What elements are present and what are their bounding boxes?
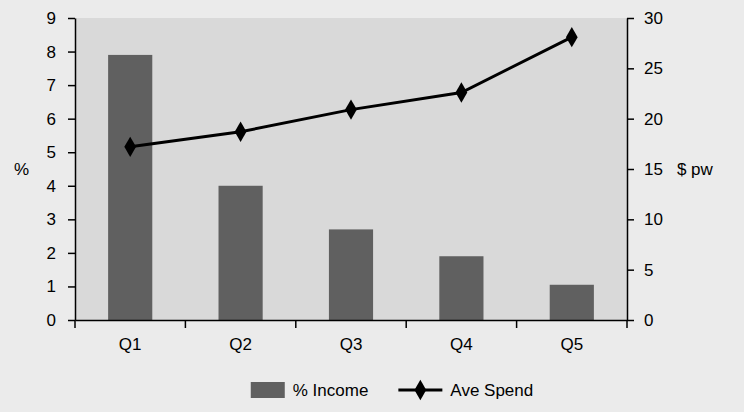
tick-label: 5 [644,261,653,280]
tick: 6 [47,110,75,129]
marker [456,82,468,102]
tick-mark [627,320,634,322]
tick: 15 [627,160,663,179]
axis-line [75,19,77,321]
category-divider [295,320,297,328]
tick-label: 25 [644,59,663,78]
tick-label: 9 [47,9,56,28]
category-divider [626,320,628,328]
tick-mark [68,320,75,322]
x-axis: Q1 Q2 Q3 Q4 Q5 [76,321,628,355]
line [130,37,572,147]
tick-label: 30 [644,9,663,28]
bar [108,55,152,320]
tick-label: 15 [644,160,663,179]
tick-mark [627,219,634,221]
bar [219,186,263,320]
tick-mark [68,219,75,221]
tick-label: 4 [47,177,56,196]
bar [550,285,594,320]
legend-label: Ave Spend [450,381,533,400]
tick: Q4 [450,335,473,354]
tick: 0 [47,311,75,330]
tick-mark [627,118,634,120]
tick: 0 [627,311,653,330]
tick-label: 2 [47,244,56,263]
axis-title: $ pw [677,160,714,179]
tick: 25 [627,59,663,78]
y-axis: 0 1 2 3 4 5 6 7 8 9 [47,9,76,330]
legend: % Income Ave Spend [251,380,533,400]
tick-label: Q4 [450,335,473,354]
tick: Q3 [340,335,363,354]
tick: 10 [627,210,663,229]
tick: Q5 [560,335,583,354]
background [0,0,744,412]
tick-label: 1 [47,277,56,296]
tick-mark [68,51,75,53]
tick: Q2 [229,335,252,354]
tick: 1 [47,277,75,296]
legend-label: % Income [293,381,369,400]
tick: 5 [47,143,75,162]
category-divider [405,320,407,328]
tick-mark [627,18,634,20]
tick-label: 10 [644,210,663,229]
tick: 8 [47,42,75,61]
category-divider [74,320,76,328]
tick-label: Q5 [560,335,583,354]
tick-mark [68,286,75,288]
tick-label: 8 [47,42,56,61]
tick: 4 [47,177,75,196]
tick-mark [68,85,75,87]
marker [124,137,136,157]
tick-label: 5 [47,143,56,162]
tick-label: Q3 [340,335,363,354]
axis-line [76,320,628,322]
legend-item: % Income [251,381,369,400]
tick-mark [627,269,634,271]
legend-swatch [251,382,285,398]
tick: 30 [627,9,663,28]
marker [566,27,578,47]
plot-area [75,18,627,320]
axis-title: % [14,160,29,179]
tick: 5 [627,261,653,280]
tick: 20 [627,110,663,129]
tick-label: Q1 [119,335,142,354]
tick-mark [68,186,75,188]
bar [439,256,483,320]
category-divider [185,320,187,328]
tick-label: 0 [47,311,56,330]
tick-mark [627,169,634,171]
tick: 3 [47,210,75,229]
tick-label: Q2 [229,335,252,354]
tick-label: 6 [47,110,56,129]
tick: 7 [47,76,75,95]
tick-label: 7 [47,76,56,95]
tick-mark [68,18,75,20]
marker [345,99,357,119]
legend-item: Ave Spend [398,380,533,400]
marker [235,122,247,142]
tick-mark [68,152,75,154]
tick-mark [68,118,75,120]
bar [329,229,373,320]
legend-marker [414,380,426,400]
tick-label: 0 [644,311,653,330]
tick-label: 20 [644,110,663,129]
marks [108,27,594,320]
category-divider [516,320,518,328]
y2-axis: 0 5 10 15 20 25 30 [627,9,663,330]
tick: 2 [47,244,75,263]
tick: Q1 [119,335,142,354]
tick-label: 3 [47,210,56,229]
tick: 9 [47,9,75,28]
tick-mark [627,68,634,70]
tick-mark [68,253,75,255]
